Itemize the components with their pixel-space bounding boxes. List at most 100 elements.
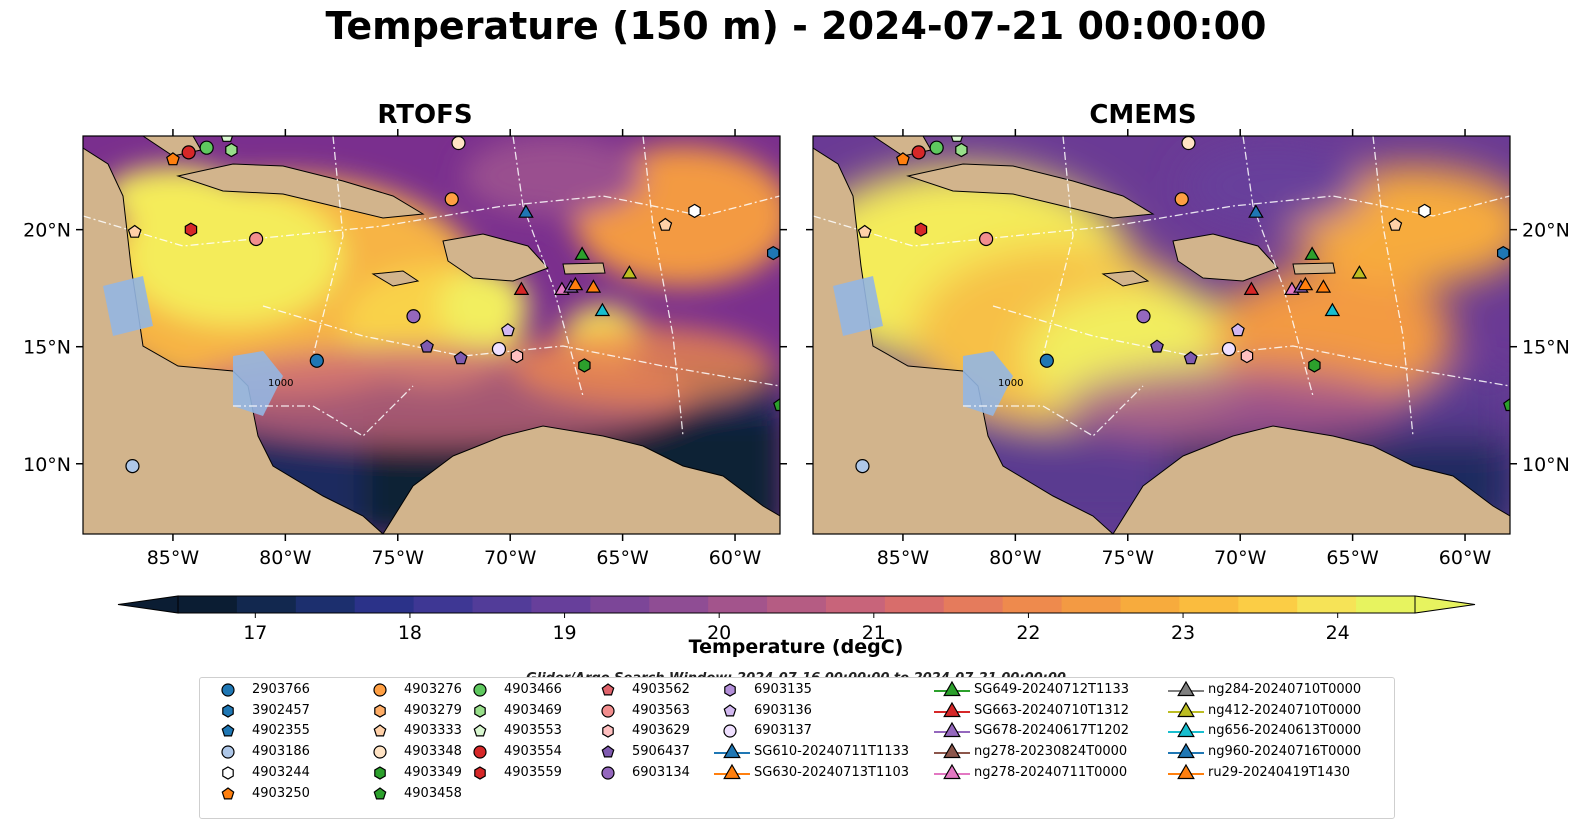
legend-label: 4903279 [404, 702, 462, 718]
float-marker [773, 397, 780, 412]
lon-tick-label: 80°W [989, 547, 1042, 569]
colorbar-segment [708, 596, 768, 613]
legend-label: SG678-20240617T1202 [974, 723, 1130, 739]
legend-marker [723, 724, 737, 738]
float-marker [181, 145, 196, 160]
legend-label: 5906437 [632, 744, 690, 760]
axis-ticks: 85°W 80°W 75°W 70°W 65°W 60°W 20°N 15°N 10°N 85°W… [23, 129, 1570, 569]
shelf-nicaragua [963, 351, 1013, 416]
colorbar-frame [177, 595, 1416, 614]
float-marker [1297, 276, 1314, 291]
legend-marker [473, 724, 487, 737]
colorbar-segment [943, 596, 1004, 613]
panel-title-rtofs: RTOFS [377, 100, 473, 130]
float-marker [1240, 348, 1254, 364]
panel-title-cmems: CMEMS [1089, 100, 1197, 130]
legend-marker [602, 724, 614, 739]
colorbar-segment [590, 596, 650, 613]
legend-marker [221, 683, 235, 697]
lat-tick-label: 20°N [1522, 220, 1570, 242]
legend-label: 4903244 [252, 764, 310, 780]
float-marker [1039, 353, 1054, 368]
lon-tick-label: 70°W [1214, 547, 1267, 569]
float-marker [184, 222, 198, 237]
float-marker [1248, 204, 1264, 218]
shelf-nicaragua [233, 351, 283, 416]
colorbar-tick-label: 23 [1171, 622, 1195, 644]
colorbar-extend-low [117, 595, 179, 614]
float-marker [857, 224, 872, 238]
legend-marker [943, 742, 961, 759]
float-marker [621, 265, 638, 279]
colorbar-segment [1002, 596, 1063, 613]
lat-tick-label: 10°N [1522, 454, 1570, 476]
colorbar-segment [1061, 596, 1121, 613]
float-marker [574, 246, 590, 260]
land-hispaniola [442, 233, 549, 282]
legend-marker [723, 703, 737, 717]
legend-marker [373, 724, 387, 737]
legend-label: 6903134 [632, 764, 690, 780]
legend-label: 4903554 [504, 744, 562, 760]
colorbar-segment [649, 596, 709, 613]
float-marker [406, 309, 421, 324]
float-marker [1181, 136, 1196, 151]
legend-marker [374, 766, 386, 780]
legend-marker [1177, 680, 1195, 697]
lon-tick-label: 75°W [1102, 547, 1155, 569]
land-jamaica [1101, 270, 1150, 287]
colorbar-segment [354, 596, 415, 613]
colorbar-segment [1297, 596, 1357, 613]
legend-marker [474, 703, 486, 718]
legend-label: 4903553 [504, 723, 562, 739]
legend-label: 6903135 [754, 682, 812, 697]
legend-label: 4903348 [404, 744, 462, 760]
float-marker [1496, 245, 1510, 261]
float-marker [914, 222, 928, 237]
land-hispaniola [1172, 233, 1279, 282]
colorbar-segment [825, 596, 886, 613]
colorbar-segment [531, 596, 591, 613]
float-marker [578, 358, 591, 373]
colorbar-tick-label: 20 [707, 622, 731, 644]
float-marker [501, 323, 515, 337]
lon-tick-label: 65°W [1326, 547, 1379, 569]
legend: 2903766 3902457 4902355 4903186 4903244 49032… [199, 677, 1395, 819]
lon-tick-label: 65°W [596, 547, 649, 569]
colorbar-tick-label: 21 [862, 622, 886, 644]
legend-marker [601, 745, 615, 758]
legend-marker [221, 786, 235, 799]
land-south-america [382, 425, 780, 534]
eez-boundaries [83, 136, 780, 437]
markers-rtofs [125, 136, 780, 474]
float-marker [1324, 302, 1341, 317]
legend-label: 4903186 [252, 744, 310, 760]
legend-marker [601, 683, 615, 696]
float-marker [249, 231, 264, 247]
legend-marker [373, 745, 387, 759]
colorbar-segment [178, 596, 238, 613]
legend-label: 4903563 [632, 702, 690, 718]
legend-marker [474, 766, 486, 780]
colorbar-segment [1120, 596, 1180, 613]
legend-label: 2903766 [252, 682, 310, 697]
legend-marker [1177, 722, 1195, 738]
lon-tick-label: 85°W [147, 547, 200, 569]
legend-marker [221, 724, 235, 737]
colorbar-segment [1179, 596, 1239, 613]
legend-label: ng278-20230824T0000 [974, 744, 1128, 760]
legend-marker [943, 680, 961, 697]
float-marker [513, 281, 530, 295]
figure-title: Temperature (150 m) - 2024-07-21 00:00:0… [325, 4, 1267, 48]
float-marker [1315, 279, 1332, 293]
legend-label: 4903559 [504, 764, 562, 780]
colorbar-label: Temperature (degC) [688, 636, 904, 658]
legend-marker [943, 701, 961, 717]
float-marker [199, 140, 214, 155]
lon-tick-label: 70°W [484, 547, 537, 569]
float-marker [1351, 265, 1368, 279]
float-marker [585, 279, 602, 293]
legend-marker [601, 766, 615, 780]
lon-tick-label: 60°W [1439, 547, 1492, 569]
